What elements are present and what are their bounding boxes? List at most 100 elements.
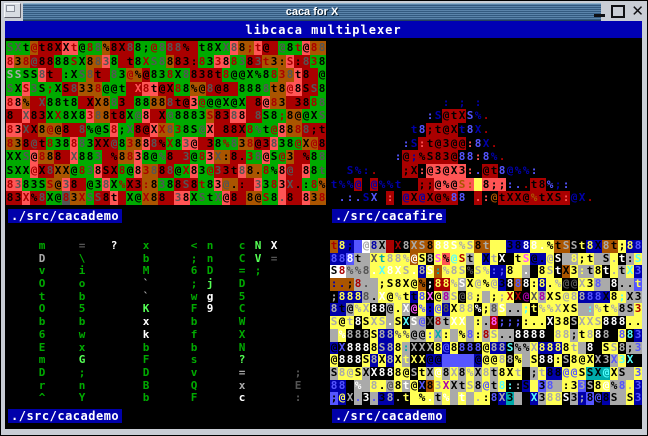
art-cell: 3 — [378, 392, 386, 405]
pane-br[interactable]: t8;8@8XXX8XS888S%S8ttS3888.%tSSt8X8t;88t… — [330, 240, 642, 424]
art-cell: ? — [110, 240, 118, 252]
art-cell — [506, 109, 514, 123]
art-cell: 8 — [318, 191, 326, 205]
art-cell: 8 — [434, 316, 442, 329]
art-cell: 8 — [70, 177, 78, 192]
art-cell: b — [78, 316, 86, 329]
art-cell — [54, 303, 62, 316]
art-cell — [134, 265, 142, 278]
art-cell: 8 — [434, 278, 442, 291]
art-cell: b — [142, 392, 150, 405]
art-cell — [602, 96, 610, 110]
art-row: v i M 6 D = ; — [6, 265, 328, 278]
art-cell: . — [474, 392, 482, 405]
art-cell — [62, 240, 70, 253]
art-cell: X — [190, 191, 198, 205]
art-cell: 8 — [302, 95, 310, 110]
art-cell — [134, 303, 142, 316]
art-cell — [22, 253, 30, 266]
art-cell — [562, 164, 570, 178]
art-cell: G — [78, 354, 86, 367]
art-cell: : — [490, 265, 498, 279]
art-cell — [14, 265, 22, 278]
art-cell: ; — [346, 278, 354, 291]
art-cell: : — [278, 54, 286, 69]
art-cell — [166, 303, 174, 316]
art-row: : S @ t X S%. — [330, 109, 642, 123]
art-cell: 8 — [62, 54, 70, 69]
art-cell: 8 — [506, 278, 514, 291]
art-cell: 8 — [370, 379, 378, 393]
art-cell: 3 — [214, 163, 222, 178]
art-cell: . — [490, 136, 498, 150]
art-cell: t — [410, 122, 418, 136]
art-cell — [54, 291, 62, 304]
art-cell: 3 — [230, 81, 238, 96]
art-cell: 8 — [354, 316, 362, 329]
art-cell: 8 — [434, 150, 442, 164]
art-cell: 9 — [206, 303, 214, 316]
art-cell: X — [370, 191, 378, 205]
art-cell — [346, 96, 354, 110]
art-cell: 8 — [6, 109, 14, 123]
art-cell — [434, 41, 442, 55]
art-cell: : — [294, 392, 302, 405]
art-cell: 3 — [94, 150, 102, 164]
art-cell: X — [182, 163, 190, 178]
art-cell: X — [134, 81, 142, 96]
art-cell — [626, 191, 634, 205]
maximize-icon[interactable] — [611, 4, 626, 18]
art-cell — [626, 150, 634, 164]
art-cell — [418, 96, 426, 110]
art-cell — [610, 150, 618, 164]
art-cell: 8 — [150, 177, 158, 192]
art-cell: ; — [490, 290, 498, 304]
minimize-icon[interactable] — [594, 13, 606, 17]
art-cell: 8 — [134, 95, 142, 110]
art-cell: X — [626, 265, 634, 279]
art-cell: t — [230, 163, 238, 178]
art-cell: 8 — [230, 150, 238, 164]
art-cell: ; — [254, 265, 262, 278]
art-cell — [54, 380, 62, 393]
art-cell: 8 — [394, 341, 402, 355]
close-icon[interactable]: ✕ — [631, 2, 644, 20]
art-cell: 8 — [166, 163, 174, 178]
art-cell: 8 — [246, 122, 254, 137]
art-cell — [378, 68, 386, 82]
art-cell — [418, 109, 426, 123]
art-cell: S — [102, 122, 110, 137]
art-cell: 8 — [354, 290, 362, 304]
art-cell: 8 — [594, 290, 602, 304]
art-cell — [70, 354, 78, 367]
art-cell: @ — [490, 191, 498, 205]
art-cell — [246, 392, 254, 405]
art-cell: 3 — [206, 54, 214, 69]
art-cell: 8 — [354, 278, 362, 291]
art-cell: S — [426, 150, 434, 164]
art-cell: K — [142, 303, 150, 316]
art-cell — [402, 96, 410, 110]
art-cell: 8 — [302, 68, 310, 82]
art-cell — [434, 55, 442, 69]
art-cell: @ — [54, 177, 62, 192]
art-cell: 8 — [302, 163, 310, 178]
art-cell — [634, 191, 642, 205]
art-cell: 8 — [110, 68, 118, 82]
window-menu-button[interactable] — [4, 3, 21, 18]
art-cell: . — [498, 328, 506, 342]
window-titlebar[interactable]: caca for X ✕ — [1, 1, 647, 21]
art-cell — [594, 178, 602, 192]
art-cell — [134, 380, 142, 393]
art-cell: X — [506, 290, 514, 304]
art-cell: . — [506, 328, 514, 342]
art-cell: @ — [450, 177, 458, 192]
pane-bl[interactable]: m = ? x < n c N X D \ b ; n C V = v i M … — [6, 240, 328, 424]
art-cell — [330, 109, 338, 123]
art-cell — [182, 354, 190, 367]
art-cell — [474, 41, 482, 55]
art-cell: 8 — [118, 136, 126, 151]
